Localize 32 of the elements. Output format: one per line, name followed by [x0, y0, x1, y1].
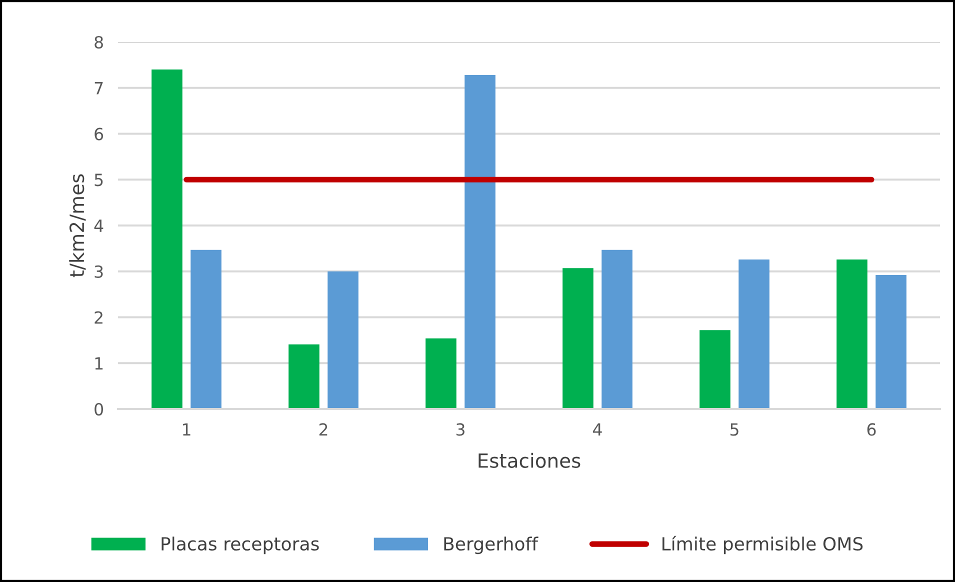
bar: [700, 330, 730, 409]
bar: [152, 70, 182, 409]
x-tick-label: 3: [456, 423, 464, 436]
legend-label: Límite permisible OMS: [662, 536, 863, 554]
y-tick-label: 2: [94, 311, 102, 324]
legend-label: Placas receptoras: [162, 536, 319, 554]
y-tick-label: 3: [94, 265, 103, 278]
bar: [426, 338, 456, 409]
bar: [836, 259, 868, 409]
y-tick-label: 6: [94, 128, 104, 140]
bar: [876, 275, 906, 409]
bar: [464, 75, 496, 409]
x-tick-label: 2: [319, 423, 328, 436]
bar: [190, 250, 222, 409]
y-tick-label: 0: [94, 402, 104, 416]
bar: [562, 268, 594, 409]
bar: [738, 259, 770, 409]
y-tick-label: 7: [94, 82, 103, 94]
legend-label: Bergerhoff: [444, 536, 538, 554]
y-tick-label: 1: [95, 357, 103, 370]
x-tick-label: 5: [730, 423, 738, 436]
y-tick-label: 8: [94, 36, 103, 49]
bar: [288, 344, 320, 409]
x-axis-title: Estaciones: [478, 452, 580, 468]
y-tick-label: 5: [94, 174, 103, 186]
y-tick-label: 4: [94, 220, 104, 232]
x-tick-label: 1: [183, 423, 190, 436]
x-tick-label: 4: [593, 423, 602, 436]
y-axis-title: t/km2/mes: [69, 174, 86, 278]
bar: [602, 250, 632, 409]
bar: [328, 271, 358, 409]
x-tick-label: 6: [867, 423, 876, 436]
